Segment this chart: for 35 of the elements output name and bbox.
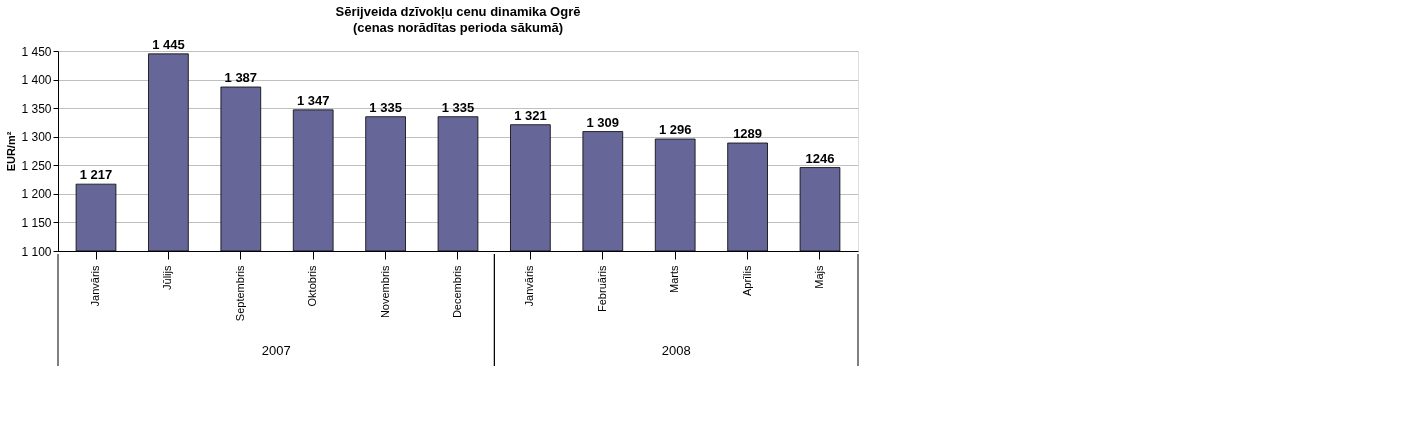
y-tick-label: 1 150 [21, 215, 52, 230]
x-tick-label: Septembris [233, 265, 246, 322]
chart-title: Sērijveida dzīvokļu cenu dinamika Ogrē [335, 3, 581, 19]
y-tick-label: 1 200 [21, 187, 52, 202]
text: 2007 [261, 343, 291, 358]
text: 2008 [661, 343, 691, 358]
data-label: 1 347 [296, 92, 330, 108]
y-tick-label: 1 400 [21, 73, 52, 88]
data-label: 1 321 [514, 107, 547, 123]
data-label: 1 387 [224, 70, 258, 85]
data-label: 1289 [733, 126, 763, 141]
x-tick-label: Aprīlis [740, 265, 753, 297]
x-tick-label: Oktobris [306, 265, 319, 307]
data-label: 1 217 [79, 167, 113, 183]
y-tick-label: 1 300 [21, 130, 52, 145]
x-tick-label: Decembris [451, 265, 463, 319]
x-tick-label: Jūlijs [161, 265, 174, 290]
data-label: 1 445 [152, 36, 185, 52]
y-tick-label: 1 250 [21, 158, 52, 173]
x-tick-label: Februāris [595, 265, 608, 312]
y-tick-label: 1 350 [21, 101, 52, 116]
data-label: 1 335 [441, 99, 475, 115]
x-tick-label: Marts [668, 265, 681, 293]
x-tick-label: Janvāris [523, 265, 536, 307]
x-tick-label: Majs [812, 265, 825, 289]
y-tick-label: 1 450 [21, 44, 52, 59]
x-tick-label: Janvāris [89, 265, 102, 307]
x-tick-label: Novembris [378, 265, 391, 319]
data-label: 1 309 [586, 114, 620, 130]
y-axis-title: EUR/m² [5, 131, 18, 172]
chart-subtitle: (cenas norādītas perioda sākumā) [352, 19, 564, 35]
data-label: 1 335 [369, 99, 402, 115]
y-tick-label: 1 100 [21, 244, 52, 259]
data-label: 1 296 [658, 122, 692, 137]
data-label: 1246 [805, 150, 835, 166]
